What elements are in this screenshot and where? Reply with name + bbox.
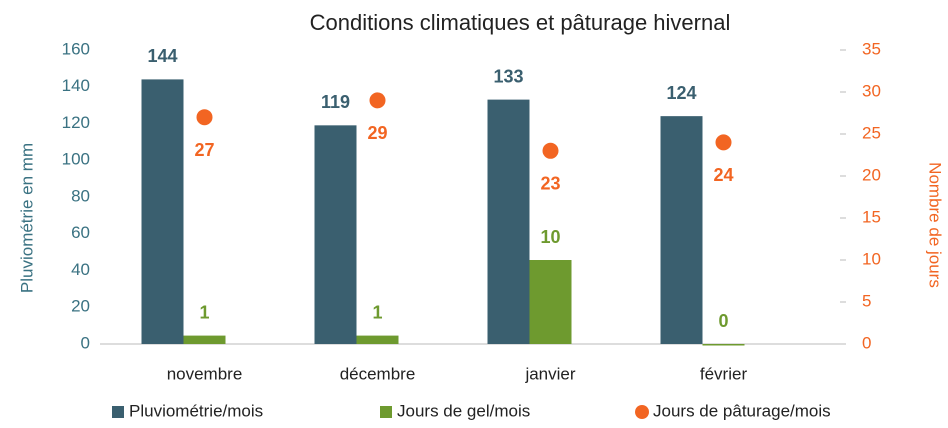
y-tick-label: 0	[81, 333, 90, 352]
x-tick-label: janvier	[524, 364, 575, 383]
y-tick-label: 140	[62, 76, 90, 95]
y-axis-label: Pluviométrie en mm	[17, 143, 36, 293]
y2-tick-label: 20	[862, 165, 881, 184]
dot	[369, 92, 386, 109]
dot	[196, 109, 213, 126]
value-label: 1	[372, 302, 382, 322]
legend-label: Pluviométrie/mois	[129, 401, 263, 420]
bar	[702, 344, 745, 346]
y-tick-label: 60	[71, 223, 90, 242]
legend-label: Jours de pâturage/mois	[653, 401, 831, 420]
bar	[356, 335, 399, 344]
bar	[183, 335, 226, 344]
y2-tick-label: 10	[862, 249, 881, 268]
x-tick-label: décembre	[340, 364, 416, 383]
value-label: 24	[713, 165, 733, 185]
value-label: 23	[540, 174, 560, 194]
legend-marker	[112, 406, 124, 418]
bar	[660, 116, 703, 345]
y-tick-label: 80	[71, 186, 90, 205]
x-tick-label: février	[700, 364, 748, 383]
bar	[529, 260, 572, 344]
value-label: 133	[493, 66, 523, 86]
legend-marker	[635, 405, 649, 419]
value-label: 27	[194, 140, 214, 160]
chart-title: Conditions climatiques et pâturage hiver…	[310, 10, 731, 35]
y-tick-label: 20	[71, 297, 90, 316]
bar	[141, 79, 184, 345]
value-label: 29	[367, 123, 387, 143]
y2-tick-label: 15	[862, 207, 881, 226]
y2-tick-label: 0	[862, 333, 871, 352]
bar	[487, 99, 530, 344]
y2-tick-label: 25	[862, 123, 881, 142]
value-label: 0	[718, 311, 728, 331]
legend-label: Jours de gel/mois	[397, 401, 530, 420]
y2-tick-label: 30	[862, 81, 881, 100]
y2-tick-label: 35	[862, 39, 881, 58]
y-tick-label: 100	[62, 150, 90, 169]
y-tick-label: 120	[62, 113, 90, 132]
value-label: 124	[666, 83, 696, 103]
y2-axis-label: Nombre de jours	[926, 162, 945, 288]
value-label: 10	[540, 227, 560, 247]
x-tick-label: novembre	[167, 364, 243, 383]
dot	[715, 134, 732, 151]
value-label: 1	[199, 302, 209, 322]
value-label: 119	[321, 92, 350, 112]
y-tick-label: 40	[71, 260, 90, 279]
bar	[314, 125, 357, 345]
legend-marker	[380, 406, 392, 418]
dot	[542, 142, 559, 159]
value-label: 144	[147, 46, 177, 66]
y2-tick-label: 5	[862, 291, 871, 310]
y-tick-label: 160	[62, 39, 90, 58]
